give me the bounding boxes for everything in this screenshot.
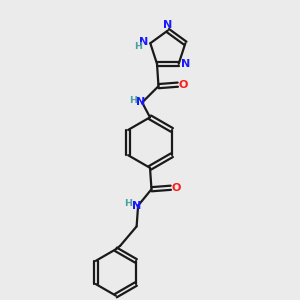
- Text: N: N: [136, 98, 145, 107]
- Text: O: O: [172, 183, 181, 193]
- Text: N: N: [163, 20, 172, 30]
- Text: H: H: [129, 96, 136, 105]
- Text: H: H: [124, 199, 133, 208]
- Text: N: N: [132, 201, 141, 211]
- Text: O: O: [178, 80, 188, 90]
- Text: H: H: [134, 42, 142, 51]
- Text: N: N: [139, 37, 148, 47]
- Text: N: N: [181, 59, 190, 69]
